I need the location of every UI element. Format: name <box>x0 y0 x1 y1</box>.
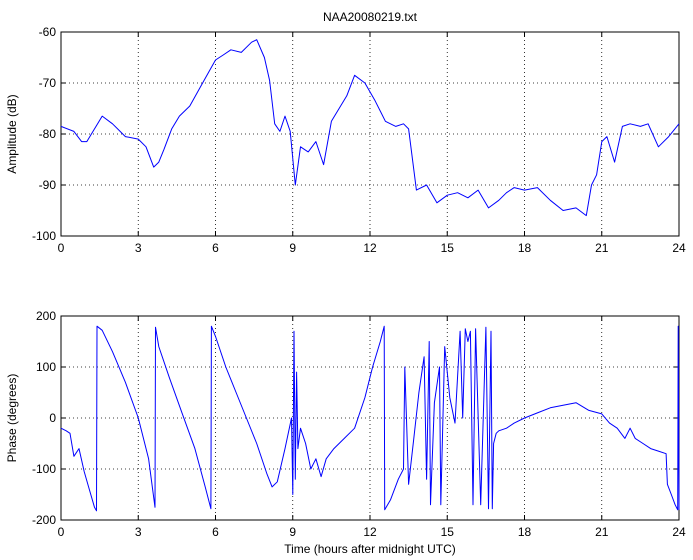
x-tick-label: 0 <box>58 525 65 539</box>
x-axis-label: Time (hours after midnight UTC) <box>284 542 456 556</box>
y-tick-label: -100 <box>32 229 56 243</box>
x-tick-label: 12 <box>363 525 377 539</box>
x-tick-label: 6 <box>212 241 219 255</box>
x-tick-label: 21 <box>595 241 609 255</box>
x-tick-label: 18 <box>518 525 532 539</box>
x-tick-label: 21 <box>595 525 609 539</box>
y-tick-label: 200 <box>36 309 56 323</box>
y-tick-label: 0 <box>49 411 56 425</box>
y-axis-label: Phase (degrees) <box>5 374 19 463</box>
x-tick-label: 24 <box>672 241 686 255</box>
x-tick-label: 15 <box>441 241 455 255</box>
y-tick-label: 100 <box>36 360 56 374</box>
x-tick-label: 9 <box>289 241 296 255</box>
y-axis-label: Amplitude (dB) <box>5 94 19 173</box>
x-tick-label: 9 <box>289 525 296 539</box>
y-tick-label: -200 <box>32 513 56 527</box>
series-line <box>60 325 680 512</box>
x-tick-label: 15 <box>441 525 455 539</box>
y-tick-label: -80 <box>39 127 57 141</box>
x-tick-label: 0 <box>58 241 65 255</box>
x-tick-label: 24 <box>672 525 686 539</box>
x-tick-label: 3 <box>135 525 142 539</box>
y-tick-label: -100 <box>32 462 56 476</box>
series-line <box>60 39 680 217</box>
x-tick-label: 18 <box>518 241 532 255</box>
x-tick-label: 6 <box>212 525 219 539</box>
y-tick-label: -60 <box>39 25 57 39</box>
x-tick-label: 12 <box>363 241 377 255</box>
x-tick-label: 3 <box>135 241 142 255</box>
amplitude-panel: 0 3 6 9 12 15 18 21 24 -100 -90 -80 -70 -60 NAA2008021… <box>5 10 686 255</box>
phase-panel: 0 3 6 9 12 15 18 21 24 -200 -100 0 100 200 Time (hours… <box>5 309 686 556</box>
y-tick-label: -70 <box>39 76 57 90</box>
chart-title: NAA20080219.txt <box>323 10 418 24</box>
y-tick-label: -90 <box>39 178 57 192</box>
